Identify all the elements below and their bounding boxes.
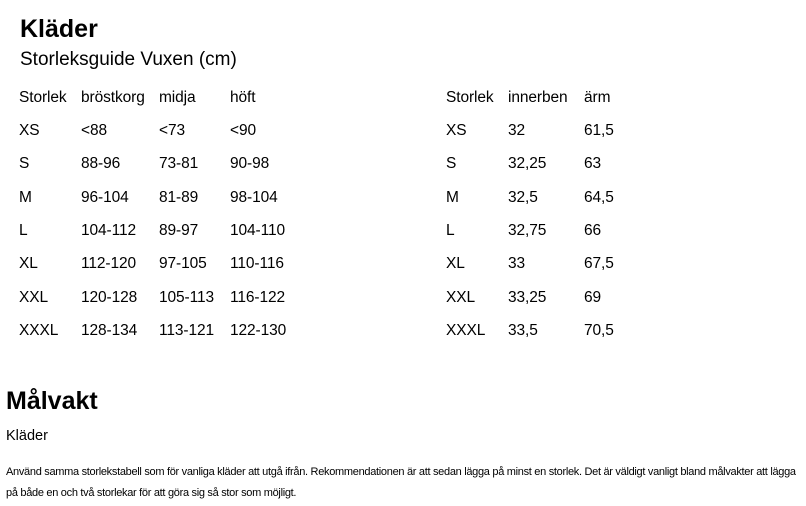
table-cell: XL [19, 255, 38, 273]
measurements-table-header: Storlek bröstkorg midja höft [19, 81, 359, 114]
table-cell: 32,25 [508, 155, 547, 173]
table-cell: 63 [584, 155, 602, 173]
table-row: XXL 33,25 69 [446, 281, 676, 314]
table-cell: 69 [584, 288, 602, 306]
table-row: XL 33 67,5 [446, 248, 676, 281]
measurements-table: Storlek bröstkorg midja höft XS <88 <73 <90 S 88… [19, 81, 359, 348]
table-cell: 73-81 [159, 155, 199, 173]
table-cell: 32,5 [508, 188, 538, 206]
table-cell: XXL [446, 288, 475, 306]
table-cell: <73 [159, 121, 185, 139]
column-header: midja [159, 88, 196, 106]
table-cell: <90 [230, 121, 256, 139]
table-cell: XS [446, 121, 467, 139]
table-cell: M [446, 188, 459, 206]
table-cell: 64,5 [584, 188, 614, 206]
table-cell: L [446, 221, 455, 239]
table-cell: L [19, 221, 28, 239]
goalkeeper-section-title: Målvakt [6, 387, 98, 415]
table-cell: 110-116 [230, 255, 284, 273]
table-cell: 32 [508, 121, 526, 139]
table-cell: 81-89 [159, 188, 199, 206]
table-cell: 98-104 [230, 188, 278, 206]
table-row: L 104-112 89-97 104-110 [19, 214, 359, 247]
table-cell: S [446, 155, 457, 173]
column-header: innerben [508, 88, 568, 106]
lengths-table: Storlek innerben ärm XS 32 61,5 S 32,25 63 M 32,5… [446, 81, 676, 348]
column-header: bröstkorg [81, 88, 145, 106]
column-header: höft [230, 88, 256, 106]
table-cell: XS [19, 121, 40, 139]
table-cell: 67,5 [584, 255, 614, 273]
page-subtitle: Storleksguide Vuxen (cm) [20, 49, 237, 70]
table-cell: 113-121 [159, 321, 215, 339]
table-cell: 104-112 [81, 221, 137, 239]
table-cell: 105-113 [159, 288, 215, 306]
table-cell: 96-104 [81, 188, 129, 206]
table-cell: 90-98 [230, 155, 270, 173]
goalkeeper-body-text: Använd samma storlekstabell som för vanl… [6, 466, 796, 499]
table-cell: 112-120 [81, 255, 137, 273]
column-header: ärm [584, 88, 611, 106]
table-cell: 33,5 [508, 321, 538, 339]
table-row: S 88-96 73-81 90-98 [19, 148, 359, 181]
table-cell: 32,75 [508, 221, 547, 239]
column-header: Storlek [19, 88, 67, 106]
table-cell: 120-128 [81, 288, 138, 306]
goalkeeper-subtitle: Kläder [6, 428, 48, 444]
table-cell: 128-134 [81, 321, 138, 339]
table-row: S 32,25 63 [446, 148, 676, 181]
table-row: XXXL 128-134 113-121 122-130 [19, 314, 359, 347]
table-cell: 122-130 [230, 321, 287, 339]
table-cell: 66 [584, 221, 602, 239]
table-cell: 33 [508, 255, 526, 273]
lengths-table-header: Storlek innerben ärm [446, 81, 676, 114]
table-cell: S [19, 155, 30, 173]
table-row: XS 32 61,5 [446, 114, 676, 147]
table-cell: 116-122 [230, 288, 286, 306]
table-row: M 96-104 81-89 98-104 [19, 181, 359, 214]
page-title: Kläder [20, 15, 98, 43]
table-cell: XXXL [19, 321, 59, 339]
table-row: L 32,75 66 [446, 214, 676, 247]
column-header: Storlek [446, 88, 494, 106]
table-cell: XXXL [446, 321, 486, 339]
table-cell: 88-96 [81, 155, 121, 173]
table-cell: 33,25 [508, 288, 547, 306]
table-cell: 104-110 [230, 221, 286, 239]
table-cell: XXL [19, 288, 48, 306]
table-row: XL 112-120 97-105 110-116 [19, 248, 359, 281]
table-cell: M [19, 188, 32, 206]
table-cell: 97-105 [159, 255, 207, 273]
table-row: XXL 120-128 105-113 116-122 [19, 281, 359, 314]
table-row: M 32,5 64,5 [446, 181, 676, 214]
table-cell: 70,5 [584, 321, 614, 339]
lengths-table-body: XS 32 61,5 S 32,25 63 M 32,5 64,5 L 32,75 66 XL 33 67,… [446, 114, 676, 347]
measurements-table-body: XS <88 <73 <90 S 88-96 73-81 90-98 M 96-104 81-89 9… [19, 114, 359, 347]
table-row: Storlek innerben ärm [446, 81, 676, 114]
table-row: XS <88 <73 <90 [19, 114, 359, 147]
table-cell: 61,5 [584, 121, 614, 139]
table-cell: XL [446, 255, 465, 273]
table-row: XXXL 33,5 70,5 [446, 314, 676, 347]
table-cell: <88 [81, 121, 107, 139]
table-cell: 89-97 [159, 221, 199, 239]
table-row: Storlek bröstkorg midja höft [19, 81, 359, 114]
